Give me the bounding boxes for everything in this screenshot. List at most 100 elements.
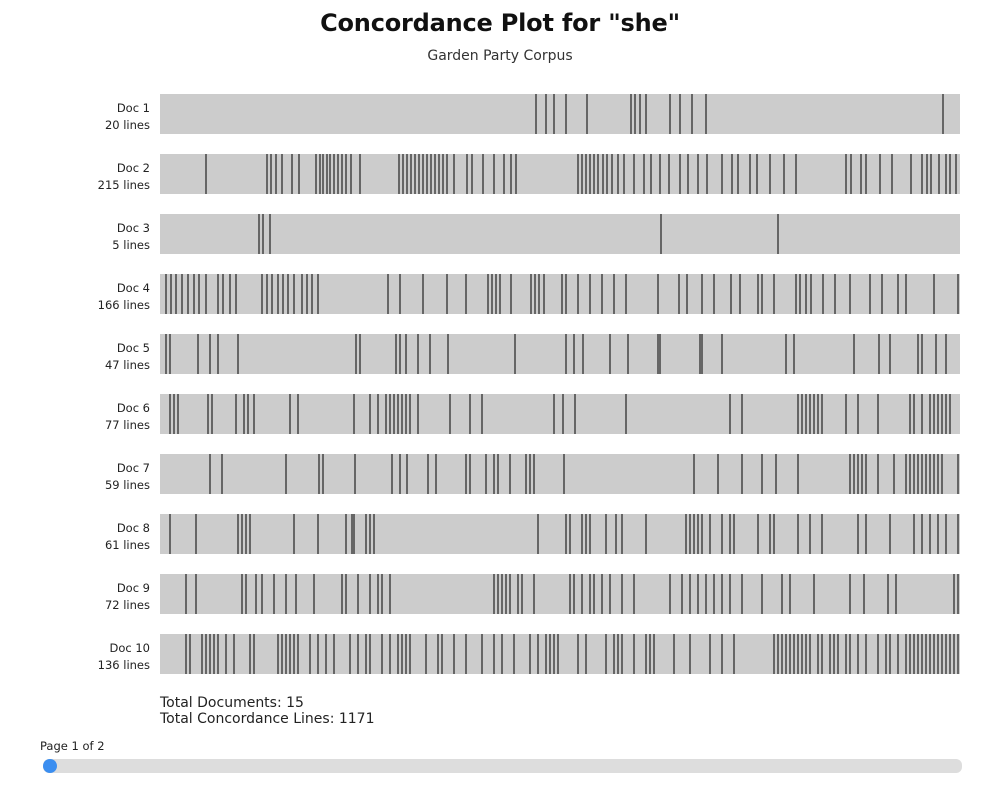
concordance-hit [941, 454, 943, 494]
concordance-hit [673, 634, 675, 674]
concordance-hit [505, 574, 507, 614]
concordance-hit [406, 154, 408, 194]
concordance-hit [693, 454, 695, 494]
concordance-hit [573, 574, 575, 614]
concordance-hit [353, 394, 355, 434]
concordance-hit [317, 274, 319, 314]
document-row: Doc 9 72 lines [0, 574, 1000, 614]
concordance-hit [660, 214, 662, 254]
document-name: Doc 2 [116, 161, 150, 175]
concordance-hit [601, 574, 603, 614]
concordance-hit [809, 634, 811, 674]
concordance-hit [317, 514, 319, 554]
concordance-hit [945, 394, 947, 434]
concordance-hit [562, 394, 564, 434]
concordance-hit [757, 274, 759, 314]
concordance-hit [377, 394, 379, 434]
concordance-hit [669, 574, 671, 614]
concordance-hit [262, 214, 264, 254]
concordance-hit [957, 514, 959, 554]
concordance-hit [913, 514, 915, 554]
concordance-hit [953, 634, 955, 674]
concordance-hit [482, 154, 484, 194]
concordance-hit [929, 454, 931, 494]
concordance-hit [293, 274, 295, 314]
concordance-hit [399, 274, 401, 314]
concordance-hit [877, 454, 879, 494]
concordance-hit [430, 154, 432, 194]
concordance-hit [537, 634, 539, 674]
concordance-hit [910, 154, 912, 194]
concordance-hit [822, 274, 824, 314]
concordance-hit [503, 154, 505, 194]
concordance-hit [926, 154, 928, 194]
concordance-hit [813, 574, 815, 614]
concordance-hit [799, 274, 801, 314]
concordance-hit [515, 154, 517, 194]
concordance-hit [597, 154, 599, 194]
concordance-hit [921, 154, 923, 194]
concordance-hit [309, 634, 311, 674]
document-line-count: 166 lines [97, 298, 150, 312]
concordance-hit [217, 274, 219, 314]
concordance-hit [517, 574, 519, 614]
concordance-hit [285, 574, 287, 614]
concordance-hit [945, 634, 947, 674]
concordance-hit [291, 154, 293, 194]
concordance-hit [945, 334, 947, 374]
concordance-hit [921, 334, 923, 374]
concordance-hit [205, 274, 207, 314]
concordance-hit [643, 154, 645, 194]
concordance-hit [217, 634, 219, 674]
concordance-hit [861, 454, 863, 494]
document-line-count: 72 lines [104, 598, 150, 612]
concordance-hit [897, 274, 899, 314]
concordance-hit [909, 634, 911, 674]
concordance-hit [905, 634, 907, 674]
concordance-hit [769, 514, 771, 554]
document-label: Doc 3 5 lines [40, 220, 150, 254]
page-slider-track[interactable] [43, 759, 962, 773]
concordance-hit [235, 394, 237, 434]
total-documents: Total Documents: 15 [160, 695, 304, 711]
concordance-hit [465, 634, 467, 674]
concordance-hit [813, 394, 815, 434]
concordance-hit [589, 514, 591, 554]
concordance-hit [241, 574, 243, 614]
concordance-hit [945, 154, 947, 194]
document-line-count: 47 lines [104, 358, 150, 372]
concordance-hit [434, 154, 436, 194]
concordance-hit [942, 94, 944, 134]
concordance-hit [589, 274, 591, 314]
concordance-hit [497, 454, 499, 494]
concordance-hit [175, 274, 177, 314]
concordance-hit [717, 454, 719, 494]
concordance-hit [613, 634, 615, 674]
concordance-hit [650, 154, 652, 194]
concordance-hit [187, 274, 189, 314]
concordance-hit [553, 94, 555, 134]
concordance-hit [453, 154, 455, 194]
concordance-hit [721, 574, 723, 614]
concordance-hit [606, 154, 608, 194]
concordance-hit [721, 334, 723, 374]
document-name: Doc 3 [116, 221, 150, 235]
concordance-hit [345, 154, 347, 194]
concordance-hit [317, 634, 319, 674]
concordance-hit [849, 634, 851, 674]
document-row: Doc 3 5 lines [0, 214, 1000, 254]
page-slider-thumb[interactable] [43, 759, 57, 773]
concordance-hit [313, 574, 315, 614]
concordance-hit [941, 394, 943, 434]
concordance-hit [369, 394, 371, 434]
concordance-hit [373, 514, 375, 554]
concordance-hit [633, 574, 635, 614]
concordance-hit [297, 634, 299, 674]
concordance-hit [565, 514, 567, 554]
concordance-hit [499, 274, 501, 314]
concordance-hit [529, 634, 531, 674]
concordance-hit [821, 514, 823, 554]
document-line-count: 215 lines [97, 178, 150, 192]
concordance-hit [645, 514, 647, 554]
concordance-hit [860, 154, 862, 194]
